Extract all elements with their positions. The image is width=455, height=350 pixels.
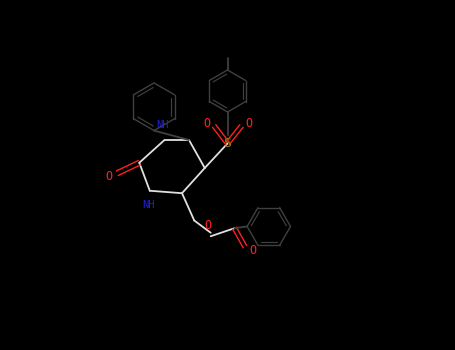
Text: O: O [105, 170, 112, 183]
Text: O: O [246, 117, 253, 130]
Text: O: O [203, 117, 210, 130]
Text: O: O [204, 218, 212, 232]
Text: S: S [223, 137, 232, 150]
Text: O: O [249, 244, 256, 257]
Text: NH: NH [142, 201, 154, 210]
Text: NH: NH [157, 120, 169, 130]
